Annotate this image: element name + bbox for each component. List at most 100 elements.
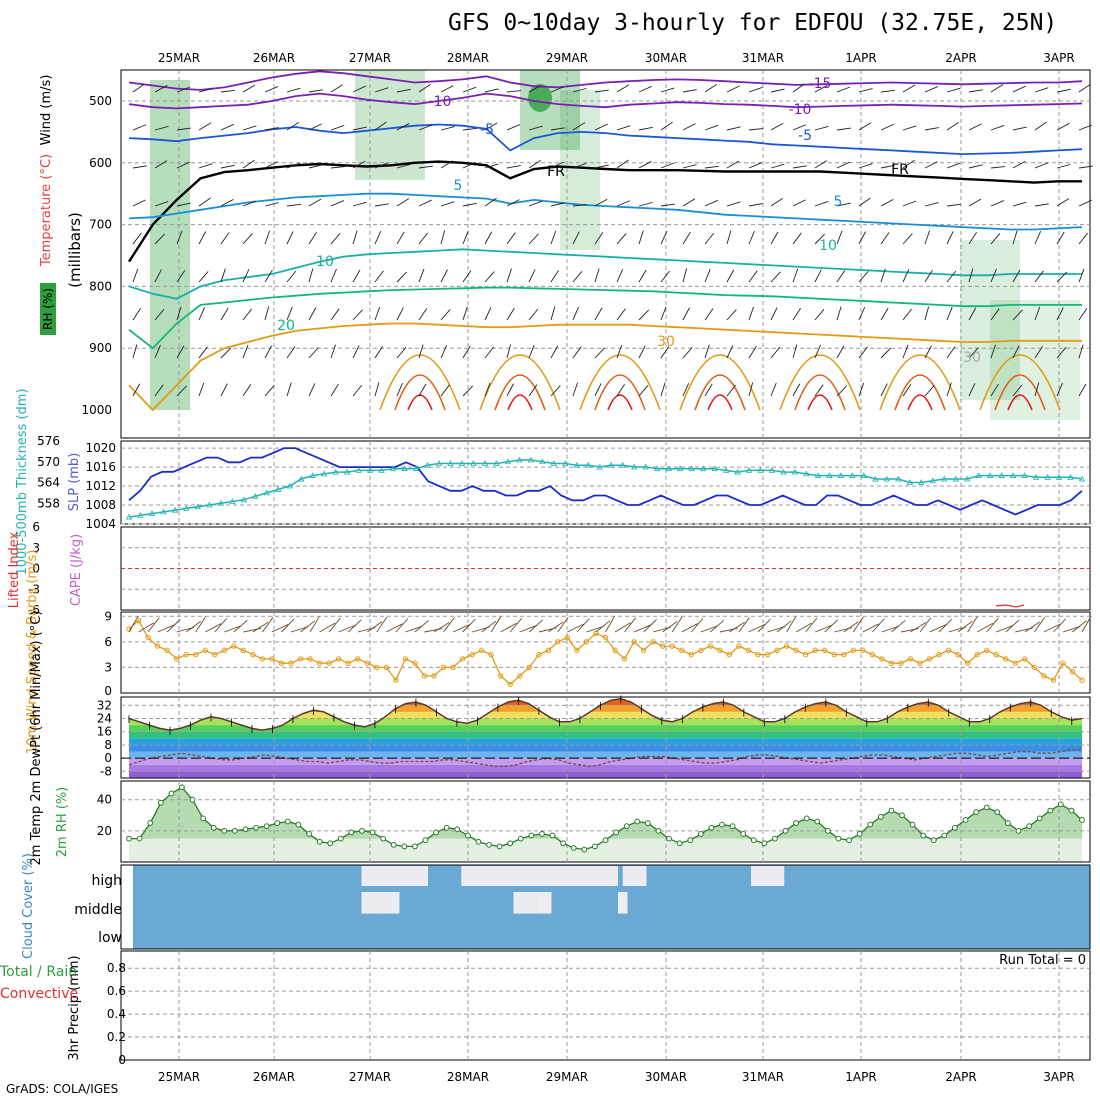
wind-speed-marker: [860, 647, 866, 654]
thickness-marker: [206, 501, 213, 508]
cloud-box-high: [361, 866, 428, 886]
wind-barb: [528, 619, 543, 633]
wind-tick: 6: [104, 635, 112, 649]
wind-barb: [154, 201, 169, 207]
wind-barb: [506, 344, 512, 359]
thickness-line: [128, 459, 1083, 518]
wind-barb: [572, 87, 587, 93]
wind-barb: [770, 197, 783, 207]
wind-speed-marker: [1012, 660, 1018, 666]
wind-barb: [594, 164, 609, 169]
wind-barb: [418, 383, 427, 397]
wind-barb: [352, 126, 367, 131]
slp-tick: 1016: [85, 460, 116, 474]
wind-speed-marker: [898, 660, 904, 666]
thickness-marker: [849, 472, 856, 478]
contour-label: 30: [963, 350, 981, 366]
thickness-marker: [171, 506, 179, 513]
wind-speed-marker: [145, 634, 151, 641]
wind-barb: [770, 307, 778, 321]
wind-barb: [198, 163, 213, 169]
wind-barb: [166, 619, 181, 633]
wind-barb: [704, 383, 713, 397]
contour-label: -15: [809, 76, 832, 92]
wind-barb: [748, 382, 754, 397]
wind-barb: [484, 122, 498, 131]
wind-barb: [484, 197, 497, 207]
wind-barb: [836, 230, 843, 245]
rh2m-marker: [422, 837, 429, 844]
rh2m-marker: [1015, 827, 1022, 834]
wind-barb: [264, 306, 270, 321]
wind-barb: [660, 382, 666, 397]
wind-speed-marker: [393, 677, 399, 683]
rh2m-marker: [803, 815, 810, 822]
wind-barb: [786, 616, 797, 633]
wind-barb: [776, 620, 792, 633]
wind-barb: [352, 230, 358, 245]
wind-barb: [1056, 123, 1070, 131]
wind-barb: [616, 159, 629, 169]
wind-barb: [792, 83, 805, 93]
wind-barb: [154, 308, 165, 321]
wind-barb: [418, 199, 432, 207]
rh2m-marker: [729, 823, 736, 830]
wind-speed-marker: [974, 651, 980, 658]
thickness-marker: [562, 460, 569, 466]
wind-barb: [548, 621, 564, 633]
wind-barb: [330, 344, 336, 359]
isotherm-10: [128, 248, 1082, 300]
wind-barb: [967, 616, 978, 633]
wind-barb: [418, 165, 433, 169]
wind-barb: [682, 123, 696, 131]
wind-speed-marker: [698, 647, 704, 654]
isotherm-loop: [579, 354, 661, 411]
wind-speed-marker: [316, 660, 323, 666]
wind-barb: [704, 344, 710, 359]
wind-speed-marker: [526, 664, 532, 671]
wind-barb: [968, 383, 976, 397]
rh2m-marker: [867, 821, 874, 828]
contour-label: FR: [891, 162, 909, 178]
temp2m-label: 2m Temp 2m DewPt (6hr Min/Max) (°C): [29, 611, 44, 866]
thickness-marker: [722, 467, 730, 473]
thickness-marker: [125, 513, 133, 520]
wind-barb: [836, 86, 851, 93]
slp-axis-label: SLP (mb): [67, 453, 82, 512]
wind-barb: [328, 617, 341, 633]
contour-label: 20: [277, 318, 295, 334]
wind-barb: [946, 306, 953, 321]
wind-barb: [242, 269, 250, 283]
wind-barb: [792, 383, 801, 397]
wind-barb: [814, 201, 829, 207]
thickness-marker: [711, 465, 718, 472]
wind-barb: [205, 623, 222, 633]
thickness-marker: [389, 465, 397, 472]
wind-barb: [1034, 306, 1041, 321]
rh2m-marker: [644, 820, 651, 826]
wind-barb: [374, 87, 389, 93]
wind-barb: [271, 623, 289, 633]
wind-barb: [550, 270, 560, 283]
wind-barb: [418, 344, 424, 359]
cloud-box-high: [475, 866, 504, 886]
thickness-marker: [298, 475, 305, 482]
wind-barb: [957, 620, 973, 633]
lifted-index-tick: 0: [32, 562, 40, 576]
rh2m-marker: [877, 813, 884, 820]
wind-speed-marker: [497, 673, 504, 679]
thickness-marker: [539, 458, 546, 465]
rh-shade: [960, 240, 1020, 400]
wind-barb: [440, 345, 448, 359]
pressure-tick: 900: [89, 341, 112, 355]
isotherm-loop: [707, 394, 733, 411]
isotherm-loop: [607, 394, 633, 411]
wind-speed-marker: [440, 664, 447, 671]
wind-barb: [452, 624, 470, 633]
wind-barb: [858, 307, 866, 321]
wind-speed-marker: [812, 647, 818, 654]
wind-barb: [286, 87, 301, 93]
wind-barb: [614, 622, 631, 633]
wind-barb: [462, 86, 477, 93]
wind-barb: [414, 620, 429, 633]
